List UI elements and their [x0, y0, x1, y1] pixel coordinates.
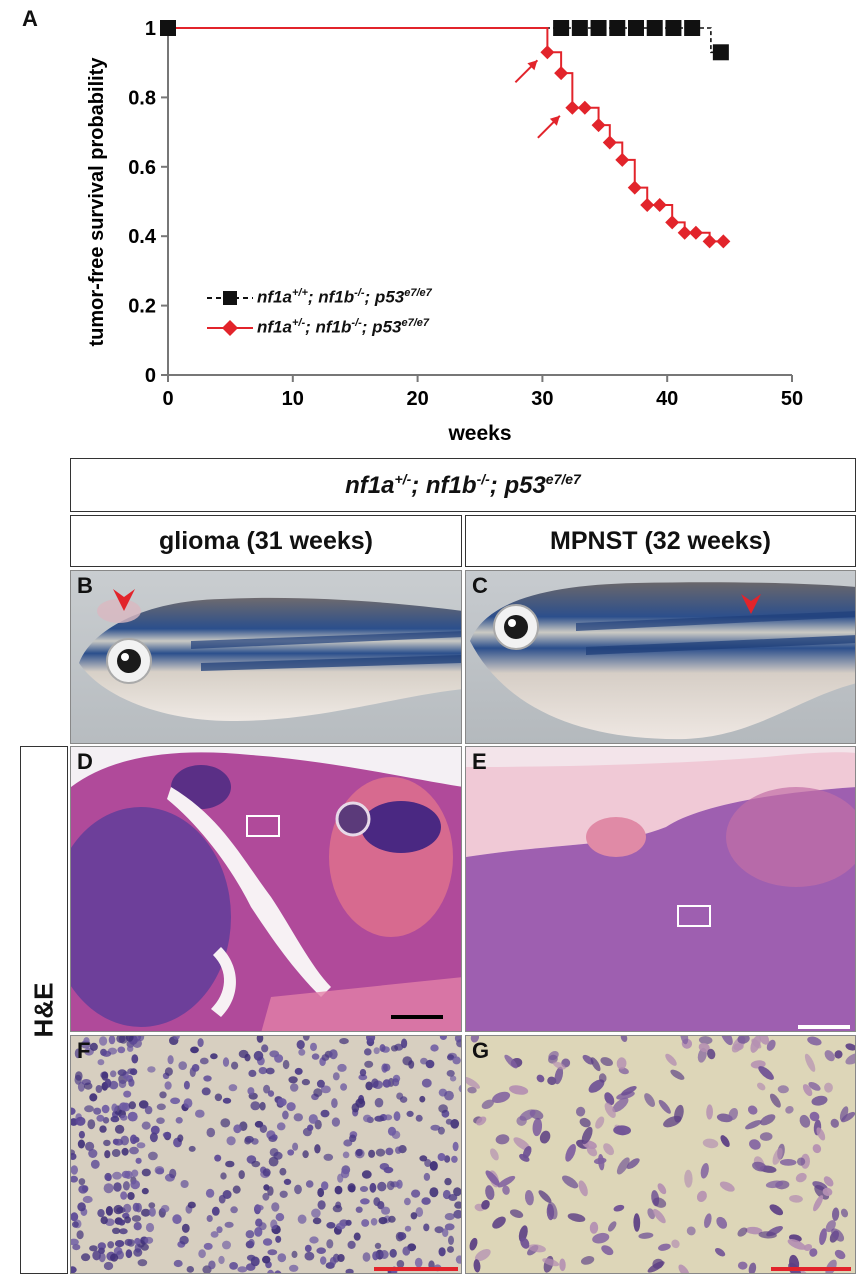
he-row-label-text: H&E	[28, 982, 59, 1038]
panel-label-d: D	[77, 749, 93, 774]
series-line-mutant	[168, 27, 724, 243]
series-marker-mutant	[688, 225, 703, 240]
series-marker-mutant	[640, 197, 655, 212]
chart-series	[160, 20, 731, 249]
scale-bar-d	[391, 1015, 443, 1019]
series-marker-mutant	[577, 100, 592, 115]
x-tick-label: 40	[656, 388, 678, 410]
fish-photo-mpnst: C	[465, 570, 856, 744]
legend: nf1a+/+; nf1b-/-; p53e7/e7 nf1a+/-; nf1b…	[205, 286, 505, 346]
y-tick-label: 1	[145, 18, 156, 40]
series-marker-control	[712, 44, 729, 61]
he-section-glioma-high: F	[70, 1035, 462, 1274]
arrowhead-glioma	[113, 589, 135, 611]
series-marker-mutant	[602, 135, 617, 150]
arrowhead-mpnst	[741, 594, 761, 614]
legend-item-mutant: nf1a+/-; nf1b-/-; p53e7/e7	[205, 316, 505, 340]
column-header-mpnst-text: MPNST (32 weeks)	[550, 526, 771, 555]
y-tick-label: 0.6	[128, 157, 156, 179]
genotype-header: nf1a+/-; nf1b-/-; p53e7/e7	[70, 458, 856, 512]
series-marker-mutant	[665, 215, 680, 230]
x-axis-label: weeks	[447, 422, 511, 445]
fish-photo-glioma: B	[70, 570, 462, 744]
survival-chart: 0 10 20 30 40 50 0 0.2 0.4 0.6 0.8 1 weeks tumor-fr…	[86, 18, 803, 445]
series-marker-mutant	[615, 152, 630, 167]
series-marker-control	[646, 20, 663, 36]
x-tick-label: 30	[531, 388, 553, 410]
series-marker-control	[553, 20, 570, 36]
series-marker-control	[684, 20, 701, 36]
he-row-label: H&E	[20, 746, 68, 1274]
series-marker-mutant	[702, 234, 717, 249]
series-marker-mutant	[652, 197, 667, 212]
series-marker-mutant	[554, 66, 569, 81]
panel-label-b: B	[77, 573, 93, 598]
scale-bar-f	[374, 1267, 458, 1271]
series-marker-mutant	[716, 234, 731, 249]
series-marker-mutant	[677, 225, 692, 240]
column-header-glioma-text: glioma (31 weeks)	[159, 526, 373, 555]
x-tick-label: 20	[406, 388, 428, 410]
series-marker-mutant	[591, 118, 606, 133]
he-section-mpnst-low: E	[465, 746, 856, 1032]
x-tick-label: 0	[162, 388, 173, 410]
series-marker-mutant	[540, 45, 555, 60]
chart-annotations	[514, 59, 561, 139]
panel-label-c: C	[472, 573, 488, 598]
column-header-mpnst: MPNST (32 weeks)	[465, 515, 856, 567]
legend-swatch-control	[207, 291, 253, 305]
series-marker-mutant	[627, 180, 642, 195]
y-tick-label: 0.8	[128, 87, 156, 109]
y-tick-label: 0.4	[128, 226, 157, 248]
legend-swatch-mutant	[207, 320, 253, 336]
annotation-arrow	[537, 115, 561, 139]
series-marker-control	[160, 20, 176, 36]
he-section-mpnst-high: G	[465, 1035, 856, 1274]
x-tick-label: 10	[282, 388, 304, 410]
he-section-glioma-low: D	[70, 746, 462, 1032]
column-header-glioma: glioma (31 weeks)	[70, 515, 462, 567]
panel-label-a: A	[22, 6, 38, 31]
series-marker-control	[590, 20, 607, 36]
series-marker-mutant	[565, 100, 580, 115]
panel-label-g: G	[472, 1038, 490, 1063]
y-tick-label: 0.2	[128, 296, 156, 318]
series-marker-control	[665, 20, 682, 36]
y-axis-label: tumor-free survival probability	[86, 57, 108, 347]
x-tick-label: 50	[781, 388, 803, 410]
genotype-header-text: nf1a+/-; nf1b-/-; p53e7/e7	[345, 470, 581, 499]
panel-label-f: F	[77, 1038, 91, 1063]
legend-label-mutant: nf1a+/-; nf1b-/-; p53e7/e7	[257, 317, 430, 337]
legend-label-control: nf1a+/+; nf1b-/-; p53e7/e7	[257, 287, 432, 307]
scale-bar-g	[771, 1267, 851, 1271]
scale-bar-e	[798, 1025, 850, 1029]
y-tick-label: 0	[145, 365, 156, 387]
panel-label-e: E	[472, 749, 487, 774]
legend-item-control: nf1a+/+; nf1b-/-; p53e7/e7	[205, 286, 505, 310]
chart-axes: 0 10 20 30 40 50 0 0.2 0.4 0.6 0.8 1	[128, 18, 803, 410]
annotation-arrow	[514, 59, 539, 83]
series-marker-control	[609, 20, 626, 36]
series-marker-control	[571, 20, 588, 36]
series-marker-control	[628, 20, 644, 36]
